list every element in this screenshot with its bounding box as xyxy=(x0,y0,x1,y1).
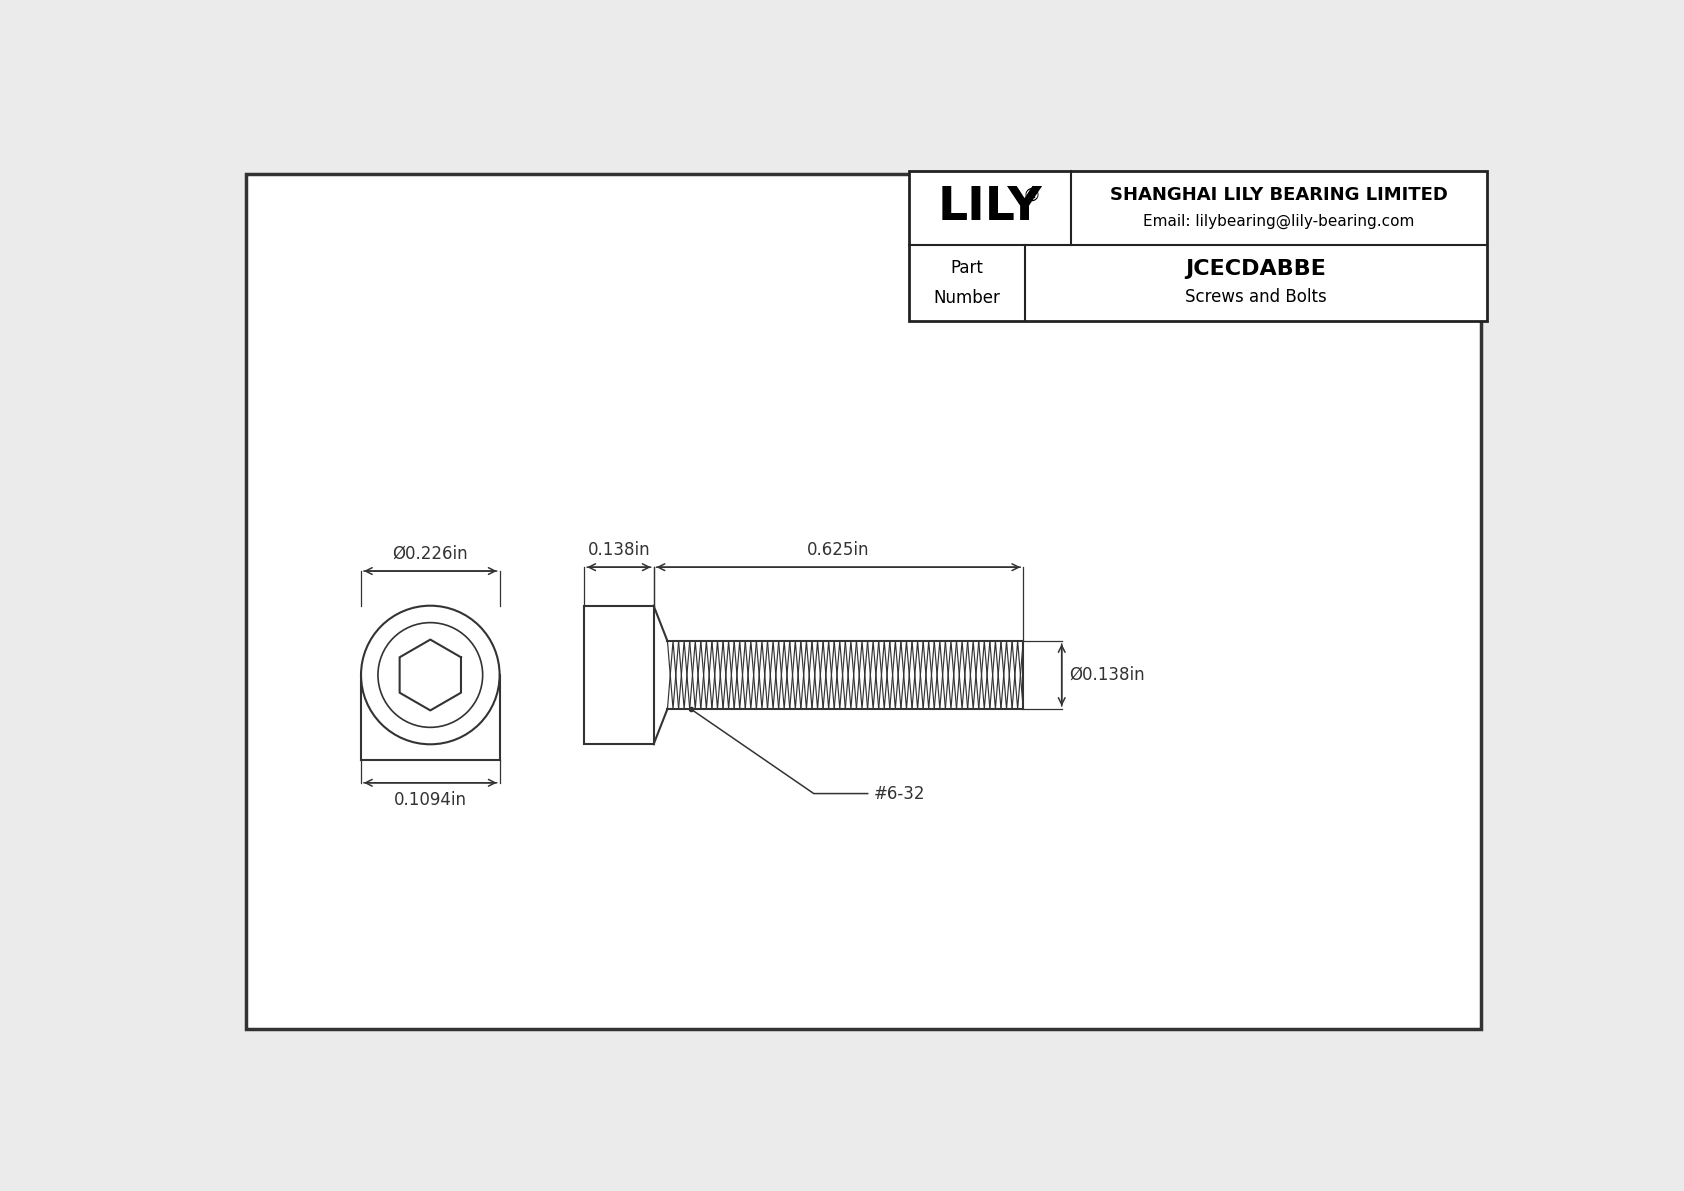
Circle shape xyxy=(360,606,500,744)
Text: Email: lilybearing@lily-bearing.com: Email: lilybearing@lily-bearing.com xyxy=(1143,214,1415,229)
Text: Ø0.226in: Ø0.226in xyxy=(392,545,468,563)
Text: Screws and Bolts: Screws and Bolts xyxy=(1186,288,1327,306)
Text: Ø0.138in: Ø0.138in xyxy=(1069,666,1145,684)
Text: 0.1094in: 0.1094in xyxy=(394,791,466,809)
Text: ®: ® xyxy=(1022,187,1041,205)
Circle shape xyxy=(377,623,483,728)
Bar xyxy=(584,606,653,744)
Text: SHANGHAI LILY BEARING LIMITED: SHANGHAI LILY BEARING LIMITED xyxy=(1110,186,1448,204)
Text: JCECDABBE: JCECDABBE xyxy=(1186,260,1327,280)
Text: Part
Number: Part Number xyxy=(933,260,1000,306)
Text: 0.138in: 0.138in xyxy=(588,541,650,560)
Text: 0.625in: 0.625in xyxy=(807,541,869,560)
Text: #6-32: #6-32 xyxy=(874,785,925,803)
Bar xyxy=(909,170,1487,320)
Text: LILY: LILY xyxy=(938,186,1042,231)
